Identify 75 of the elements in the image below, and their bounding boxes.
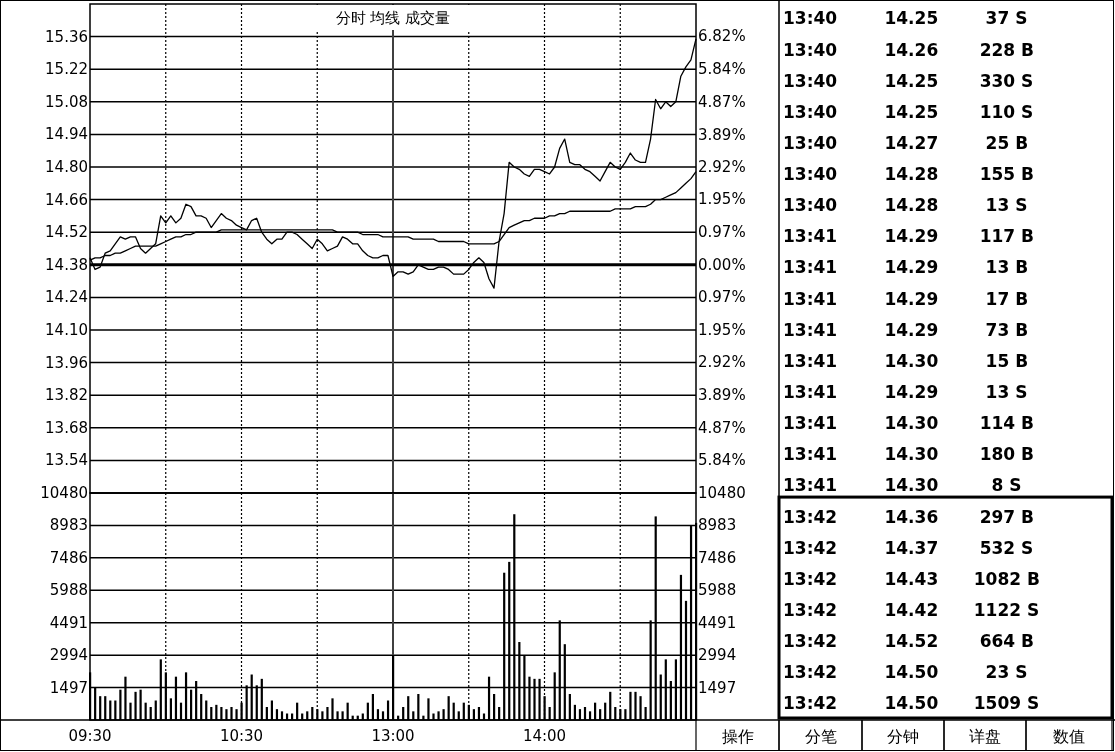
text: 13:41 14.29 13 S [783,381,1028,402]
text: 分笔 [804,727,837,746]
y2-tick-label: 4.87% [698,92,746,111]
text: 13:42 14.50 1509 S [783,693,1040,714]
y-tick-label: 15.08 [45,92,88,111]
text: 13:41 14.29 13 B [783,257,1029,278]
x-tick-label: 09:30 [68,727,112,745]
y2-tick-label: 4491 [698,613,737,632]
y-tick-label: 14.52 [45,223,88,242]
y2-tick-label: 1.95% [698,321,746,339]
y2-tick-label: 2.92% [698,158,746,176]
y2-tick-label: 0.00% [698,255,746,274]
text: 13:41 14.30 114 B [783,413,1035,434]
y2-tick-label: 0.97% [698,223,746,242]
y-tick-label: 2994 [49,646,88,665]
text: 分钟 [887,727,919,746]
text: 13:42 14.43 1082 B [783,568,1040,589]
text: 13:41 14.30 8 S [783,475,1022,496]
text: 13:42 14.42 1122 S [783,599,1040,620]
text: 13:42 14.50 23 S [783,662,1028,683]
x-tick-label: 14:00 [522,727,567,745]
text: 详盘 [969,727,1001,746]
y-tick-label: 13.54 [45,451,88,470]
y-tick-label: 13.68 [45,418,88,437]
text: 13:41 14.30 180 B [783,444,1035,465]
y2-tick-label: 8983 [698,516,737,535]
y2-tick-label: 5.84% [698,451,746,470]
text: 13:41 14.29 73 B [783,319,1029,340]
y2-tick-label: 3.89% [698,385,746,404]
y-tick-label: 14.66 [45,190,88,209]
y2-tick-label: 10480 [698,484,746,502]
y2-tick-label: 4.87% [698,418,746,437]
y-tick-label: 14.38 [45,255,88,274]
y-tick-label: 13.96 [45,353,88,372]
y-tick-label: 14.94 [45,125,88,144]
y-tick-label: 15.36 [45,27,88,46]
text: 13:40 14.25 37 S [783,8,1028,29]
y-tick-label: 4491 [49,613,88,632]
y-tick-label: 14.80 [45,158,88,176]
text: 数值 [1053,727,1085,746]
text: 13:42 14.36 297 B [783,506,1035,527]
text: 13:40 14.26 228 B [783,39,1035,60]
y-tick-label: 1497 [49,678,88,697]
y2-tick-label: 6.82% [698,27,746,46]
chart-title: 分时 均线 成交量 [335,9,451,27]
y2-tick-label: 5.84% [698,60,746,79]
y-tick-label: 13.82 [45,386,88,405]
y2-tick-label: 1497 [698,678,737,697]
y-tick-label: 15.22 [45,60,88,79]
text: 13:41 14.29 117 B [783,226,1035,247]
y-tick-label: 14.10 [45,321,88,339]
y-tick-label: 10480 [40,484,88,502]
y2-tick-label: 2.92% [698,353,746,372]
y2-tick-label: 7486 [698,548,737,567]
text: 13:40 14.27 25 B [783,132,1029,153]
y-tick-label: 8983 [49,516,88,535]
text: 13:40 14.25 110 S [783,101,1034,122]
x-tick-label: 13:00 [371,727,415,745]
y2-tick-label: 1.95% [698,190,746,209]
text: 13:42 14.37 532 S [783,537,1034,558]
x-tick-label: 10:30 [219,727,264,745]
text: 13:40 14.28 155 B [783,164,1035,185]
text: 13:40 14.25 330 S [783,70,1034,91]
text: 13:40 14.28 13 S [783,195,1028,216]
y2-tick-label: 2994 [698,646,737,665]
text: 13:42 14.52 664 B [783,631,1035,652]
y2-tick-label: 5988 [698,581,737,600]
y-tick-label: 5988 [49,581,88,600]
text: 13:41 14.29 17 B [783,288,1029,309]
y-tick-label: 7486 [49,548,88,567]
text: 13:41 14.30 15 B [783,350,1029,371]
y2-tick-label: 0.97% [698,288,746,307]
y2-tick-label: 3.89% [698,125,746,144]
text: 操作 [721,727,754,746]
y-tick-label: 14.24 [45,288,88,307]
